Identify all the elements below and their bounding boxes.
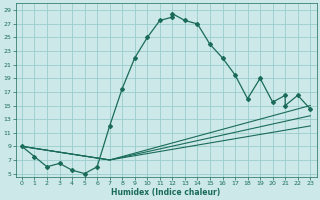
X-axis label: Humidex (Indice chaleur): Humidex (Indice chaleur) (111, 188, 221, 197)
